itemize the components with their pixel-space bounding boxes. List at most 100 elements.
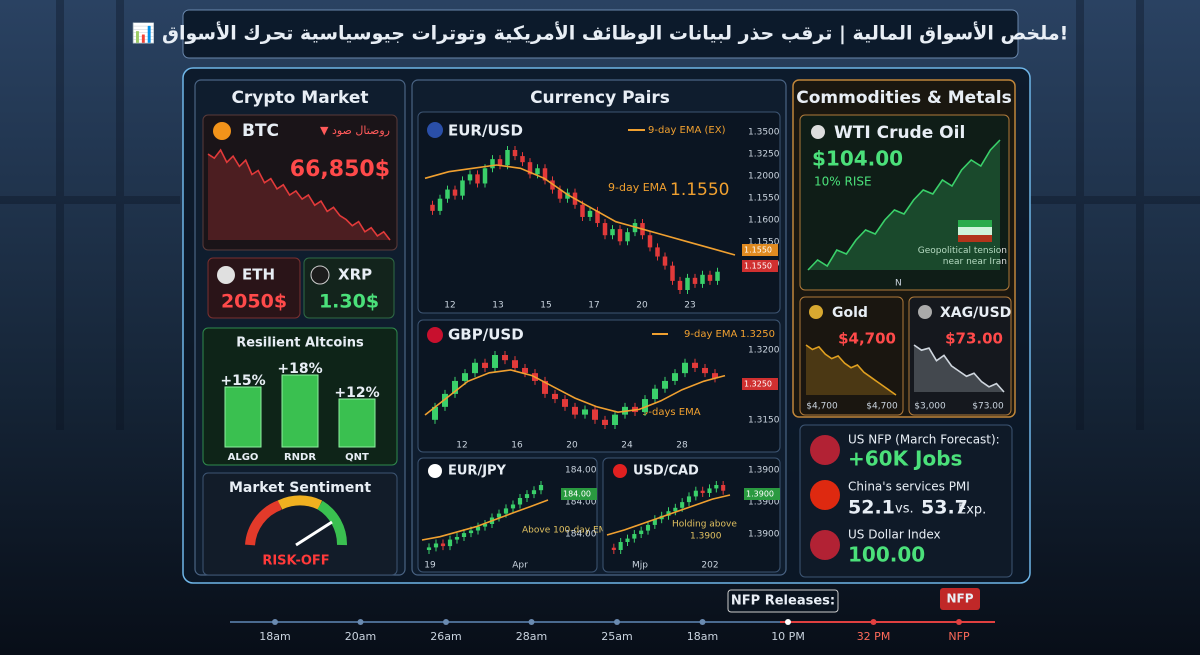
price: 1.30$	[319, 291, 379, 313]
candle	[666, 511, 671, 516]
panel-title: Commodities & Metals	[796, 88, 1012, 108]
candle	[475, 174, 480, 184]
price: 2050$	[221, 291, 287, 313]
macro-label: US Dollar Index	[848, 528, 941, 542]
candle	[531, 490, 537, 495]
bar	[338, 398, 376, 448]
candle	[447, 539, 453, 547]
commodity-name: WTI Crude Oil	[834, 123, 965, 143]
coin-name: ETH	[242, 266, 275, 284]
candle	[655, 247, 660, 257]
area	[806, 345, 896, 395]
candle	[602, 223, 608, 236]
timeline-tick: 10 PM	[771, 630, 805, 643]
bar	[224, 386, 262, 448]
xrp-icon	[310, 265, 330, 285]
coin-name: QNT	[345, 452, 369, 463]
flag	[613, 464, 627, 478]
candle	[552, 393, 558, 400]
bar	[281, 374, 319, 448]
timeline-dot	[785, 619, 791, 625]
annotation: Above 100-day EMA	[522, 526, 613, 536]
timeline-title-box	[727, 589, 839, 613]
candle	[454, 537, 460, 540]
candle	[432, 406, 438, 420]
axis-label: 1.3200	[748, 346, 780, 356]
candle	[505, 150, 510, 166]
candle	[462, 373, 468, 381]
candle	[442, 393, 448, 407]
candle	[647, 235, 653, 248]
gauge-yellow	[277, 495, 323, 510]
candle	[542, 168, 548, 181]
candle	[670, 265, 675, 281]
candle	[426, 547, 432, 550]
flag	[427, 327, 443, 343]
gold-card	[799, 296, 904, 416]
timeline-dot	[357, 619, 364, 625]
axis-label: Apr	[512, 561, 528, 571]
candle	[680, 502, 685, 508]
timeline-flag: NFP	[946, 592, 973, 606]
axis-label: $73.00	[972, 402, 1004, 412]
timeline-tick: 32 PM	[857, 630, 891, 643]
candle	[662, 380, 668, 389]
price-tag-label: 1.3900	[746, 490, 774, 499]
axis-label: 184.00	[565, 466, 597, 476]
china-flag	[810, 480, 840, 510]
axis-label: 1.1550	[748, 238, 780, 248]
price-tag	[742, 244, 778, 256]
axis-label: 20	[566, 441, 578, 451]
candle	[512, 150, 518, 157]
price-tag-label: 1.1550	[744, 246, 772, 255]
flag-box	[940, 588, 980, 610]
candle	[618, 542, 623, 550]
candle	[467, 174, 473, 181]
price: $104.00	[812, 147, 903, 171]
candle	[692, 362, 698, 368]
candle	[612, 414, 618, 425]
gauge-green	[317, 500, 348, 546]
candle	[565, 192, 570, 199]
legend-value: 1.3250	[740, 329, 775, 340]
candle	[497, 159, 503, 166]
candle	[562, 399, 568, 407]
timeline-dot	[443, 619, 449, 625]
axis-label: 13	[492, 301, 503, 311]
price-tag	[561, 488, 597, 500]
price: 66,850$	[290, 157, 390, 182]
candle	[662, 256, 668, 266]
gbpusd-card	[417, 319, 781, 453]
candle	[502, 355, 508, 361]
axis-label: 1.3250	[748, 150, 780, 160]
pair-name: USD/CAD	[633, 464, 699, 479]
axis-label: 12	[444, 301, 455, 311]
candle	[611, 547, 616, 550]
legend: 9-day EMA	[684, 329, 737, 340]
flag	[427, 122, 443, 138]
btc-card	[202, 114, 398, 251]
silver-icon	[918, 305, 932, 319]
candle	[707, 488, 712, 493]
macro-value: +60K Jobs	[848, 447, 962, 471]
macro-label: China's services PMI	[848, 480, 970, 494]
iran-flag-green	[958, 220, 992, 227]
commodity-name: Gold	[832, 305, 868, 321]
candle	[610, 229, 615, 236]
axis-label: 1.3500	[748, 128, 780, 138]
timeline-tick: 26am	[430, 630, 461, 643]
candle	[524, 494, 530, 498]
line	[606, 494, 731, 536]
candle	[580, 204, 585, 217]
candle	[645, 524, 651, 531]
flag	[428, 464, 442, 478]
candle	[445, 189, 450, 199]
candle	[673, 507, 678, 512]
candle	[642, 399, 648, 413]
annotation: Geopolitical tension near near Iran	[917, 246, 1007, 267]
axis-label: 19	[424, 561, 436, 571]
candle	[721, 485, 726, 491]
timeline-tick: 18am	[259, 630, 290, 643]
us-flag	[810, 435, 840, 465]
